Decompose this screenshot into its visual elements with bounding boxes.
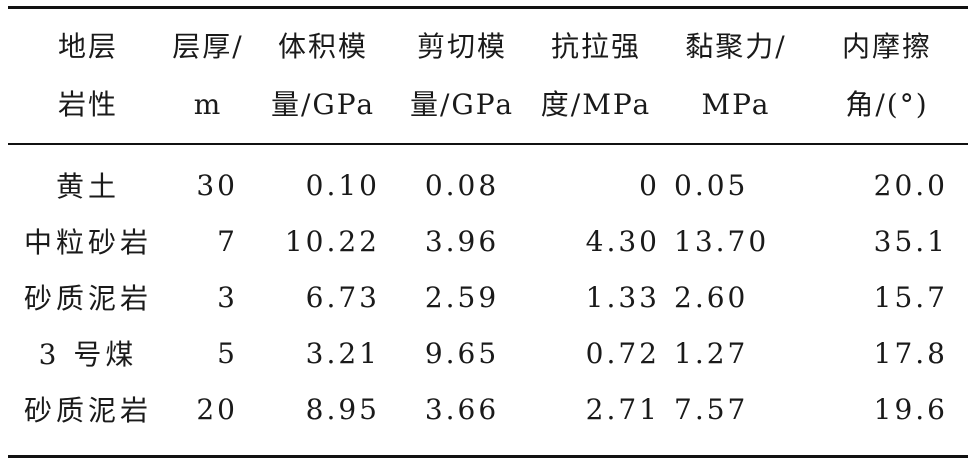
header-cohesion: 黏聚力/ MPa <box>666 18 806 134</box>
header-line: 岩性 <box>57 88 118 121</box>
cell-cohesion: 2.60 <box>674 280 749 314</box>
table-header-rule <box>8 143 968 145</box>
header-bulk-modulus: 体积模 量/GPa <box>248 18 398 134</box>
header-line: 量/GPa <box>270 88 376 121</box>
header-shear-modulus: 剪切模 量/GPa <box>398 18 526 134</box>
table-top-rule <box>8 6 968 9</box>
cell-tensile-strength: 1.33 <box>585 280 660 314</box>
cell-thickness: 5 <box>217 336 238 370</box>
cell-bulk-modulus: 10.22 <box>284 224 380 258</box>
cell-bulk-modulus: 6.73 <box>305 280 380 314</box>
header-thickness: 层厚/ m <box>168 18 248 134</box>
cell-shear-modulus: 3.96 <box>424 224 500 258</box>
header-line: m <box>193 88 223 121</box>
cell-shear-modulus: 0.08 <box>424 168 500 202</box>
header-line: 内摩擦 <box>841 30 932 63</box>
cell-thickness: 7 <box>217 224 238 258</box>
cell-thickness: 3 <box>217 280 238 314</box>
rock-parameters-table: 地层 岩性 层厚/ m 体积模 量/GPa 剪切模 量/GPa 抗拉强 度/MP… <box>8 6 968 458</box>
table-body: 黄土 30 0.10 0.08 0 0.05 20.0 中粒砂岩 7 10.22… <box>8 145 968 455</box>
cell-shear-modulus: 9.65 <box>424 336 500 370</box>
header-line: 量/GPa <box>409 88 515 121</box>
header-friction-angle: 内摩擦 角/(°) <box>806 18 968 134</box>
cell-shear-modulus: 3.66 <box>424 392 500 426</box>
cell-tensile-strength: 4.30 <box>585 224 660 258</box>
cell-cohesion: 7.57 <box>674 392 749 426</box>
cell-lithology: 砂质泥岩 <box>23 394 152 427</box>
table-row: 黄土 30 0.10 0.08 0 0.05 20.0 <box>8 157 968 213</box>
cell-tensile-strength: 0.72 <box>585 336 660 370</box>
header-stratum-lithology: 地层 岩性 <box>8 18 168 134</box>
table-row: 3 号煤 5 3.21 9.65 0.72 1.27 17.8 <box>8 325 968 381</box>
header-line: 剪切模 <box>416 30 507 63</box>
cell-cohesion: 13.70 <box>674 224 770 258</box>
table-row: 中粒砂岩 7 10.22 3.96 4.30 13.70 35.1 <box>8 213 968 269</box>
table-row: 砂质泥岩 3 6.73 2.59 1.33 2.60 15.7 <box>8 269 968 325</box>
header-line: 黏聚力/ <box>685 30 787 63</box>
cell-shear-modulus: 2.59 <box>424 280 500 314</box>
cell-friction-angle: 15.7 <box>873 280 948 314</box>
header-line: 角/(°) <box>845 88 929 121</box>
cell-friction-angle: 19.6 <box>873 392 948 426</box>
cell-lithology: 中粒砂岩 <box>23 226 152 259</box>
cell-tensile-strength: 0 <box>639 168 660 202</box>
cell-bulk-modulus: 8.95 <box>305 392 380 426</box>
table-header: 地层 岩性 层厚/ m 体积模 量/GPa 剪切模 量/GPa 抗拉强 度/MP… <box>8 9 968 143</box>
cell-cohesion: 1.27 <box>674 336 749 370</box>
table-row: 砂质泥岩 20 8.95 3.66 2.71 7.57 19.6 <box>8 381 968 437</box>
cell-bulk-modulus: 0.10 <box>305 168 380 202</box>
cell-lithology: 砂质泥岩 <box>23 282 152 315</box>
cell-friction-angle: 20.0 <box>873 168 948 202</box>
cell-friction-angle: 35.1 <box>873 224 948 258</box>
cell-thickness: 30 <box>196 168 238 202</box>
cell-lithology: 黄土 <box>55 170 120 203</box>
header-line: 体积模 <box>277 30 368 63</box>
cell-lithology: 3 号煤 <box>38 338 138 371</box>
header-line: 抗拉强 <box>550 30 641 63</box>
header-line: 度/MPa <box>540 88 652 121</box>
cell-bulk-modulus: 3.21 <box>305 336 380 370</box>
header-line: 地层 <box>57 30 118 63</box>
header-line: MPa <box>701 88 771 121</box>
header-line: 层厚/ <box>172 30 244 63</box>
cell-thickness: 20 <box>196 392 238 426</box>
cell-tensile-strength: 2.71 <box>585 392 660 426</box>
cell-cohesion: 0.05 <box>674 168 749 202</box>
cell-friction-angle: 17.8 <box>873 336 948 370</box>
header-tensile-strength: 抗拉强 度/MPa <box>526 18 666 134</box>
